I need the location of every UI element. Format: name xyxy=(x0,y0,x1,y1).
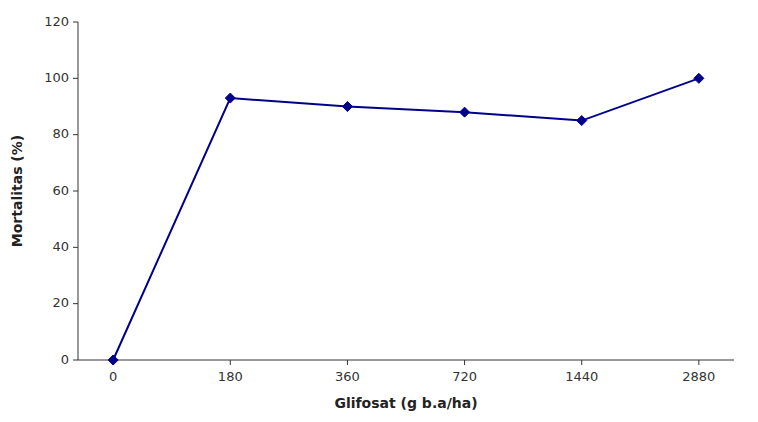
series xyxy=(108,73,704,365)
x-tick xyxy=(581,360,582,365)
x-tick xyxy=(698,360,699,365)
x-tick xyxy=(347,360,348,365)
chart: 0 20 40 60 80 100 120 0 180 360 720 1440 2880 Glifosa… xyxy=(0,0,758,422)
x-tick-label: 720 xyxy=(452,369,477,384)
y-tick xyxy=(73,303,78,304)
x-tick-label: 2880 xyxy=(682,369,715,384)
x-tick-label: 360 xyxy=(335,369,360,384)
marker xyxy=(342,102,352,112)
y-tick-label: 100 xyxy=(44,70,69,85)
y-tick-label: 0 xyxy=(61,352,69,367)
y-tick-label: 40 xyxy=(52,239,69,254)
line xyxy=(113,78,699,360)
y-tick xyxy=(73,22,78,23)
y-tick-label: 120 xyxy=(44,14,69,29)
y-axis-label: Mortalitas (%) xyxy=(9,135,25,247)
marker xyxy=(577,116,587,126)
x-tick-label: 180 xyxy=(218,369,243,384)
marker xyxy=(460,107,470,117)
y-tick-label: 20 xyxy=(52,295,69,310)
y-tick xyxy=(73,247,78,248)
x-tick-label: 0 xyxy=(109,369,117,384)
x-axis-label: Glifosat (g b.a/ha) xyxy=(334,395,477,411)
y-tick-label: 80 xyxy=(52,126,69,141)
y-tick xyxy=(73,78,78,79)
y-tick xyxy=(73,360,78,361)
y-tick xyxy=(73,191,78,192)
x-tick xyxy=(464,360,465,365)
marker xyxy=(694,73,704,83)
x-tick-label: 1440 xyxy=(565,369,598,384)
marker xyxy=(108,355,118,365)
marker xyxy=(225,93,235,103)
x-tick xyxy=(230,360,231,365)
y-tick-label: 60 xyxy=(52,183,69,198)
x-axis xyxy=(78,360,734,361)
y-tick xyxy=(73,134,78,135)
